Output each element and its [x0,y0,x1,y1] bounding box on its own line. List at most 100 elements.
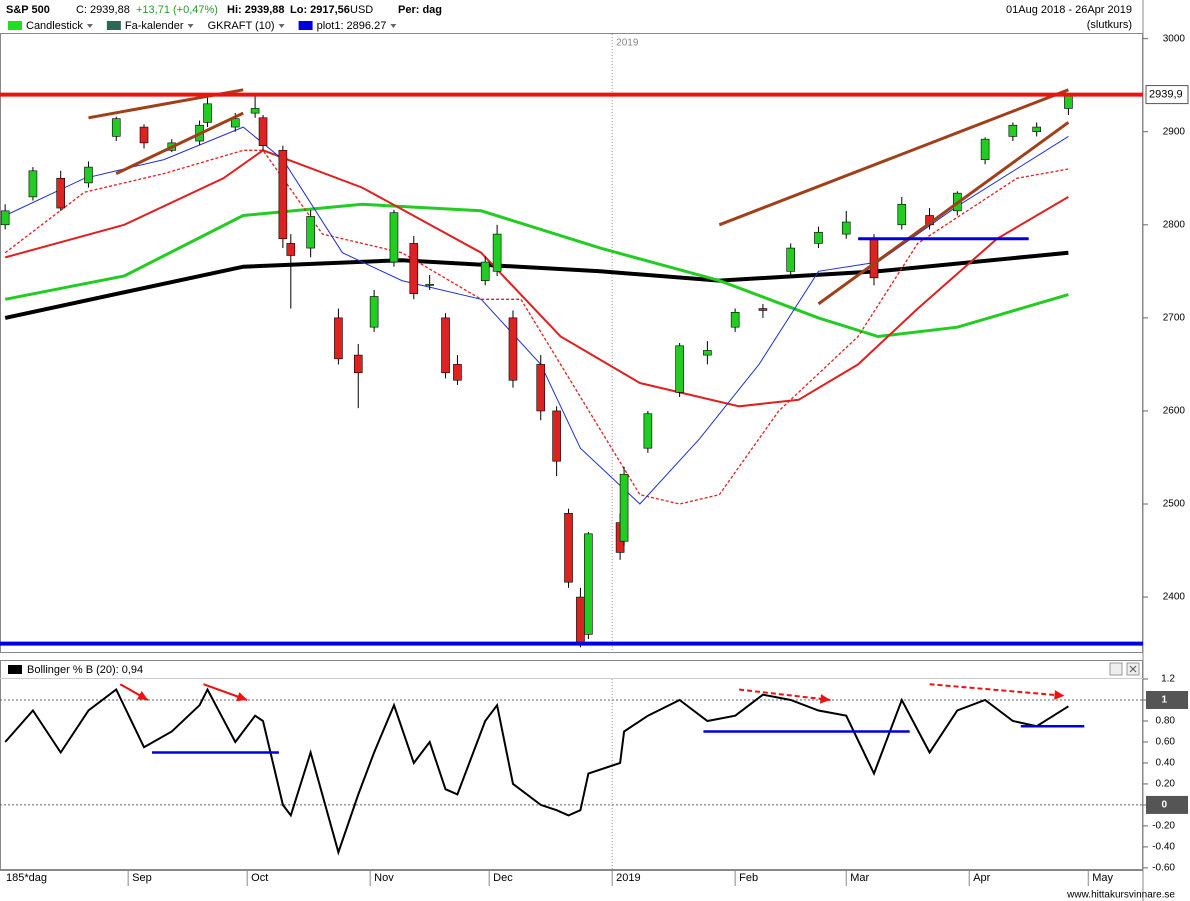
trend-line [817,121,1070,306]
y-tick-label: 0.40 [1156,758,1176,769]
y-tick-label: 2800 [1163,219,1186,230]
y-tick-label: 1 [1161,695,1167,706]
candle-body [564,513,573,583]
candle-body [258,117,268,146]
x-tick-label: Feb [739,872,758,884]
legend-dropdown [86,24,93,28]
y-tick-label: -0.60 [1152,863,1175,874]
candle-body [441,317,450,374]
candle-body [139,126,149,144]
candle-body [353,354,363,374]
y-tick-label: 2600 [1163,406,1186,417]
legend-swatch [298,21,313,30]
trend-line [115,111,244,175]
percent-b-line [4,687,1069,856]
candle-body [0,210,10,226]
arrow-head [236,692,248,702]
candle-body [28,170,38,198]
year-label: 2019 [616,38,639,49]
arrow-head [819,694,831,704]
candle-body [369,296,379,328]
x-tick-label: Oct [251,872,268,884]
date-range: 01Aug 2018 - 26Apr 2019 [1006,4,1132,16]
candle-body [576,596,585,643]
legend-swatch [8,21,22,30]
bar-count: 185*dag [6,872,47,884]
candle-body [536,364,546,412]
candle-body [584,533,593,635]
candle-body [409,243,419,294]
arrow-head [137,690,148,700]
legend-dropdown [390,24,397,28]
y-tick-label: 0.60 [1156,737,1176,748]
x-tick-label: Dec [493,872,513,884]
indicator-panel [0,660,1143,870]
x-tick-label: Nov [374,872,394,884]
candle-body [619,473,629,542]
price-type: (slutkurs) [1087,19,1132,31]
price-box [1145,85,1189,105]
indicator-swatch [8,665,22,674]
indicator-title: Bollinger % B (20): 0,94 [27,664,143,676]
legend-dropdown [278,24,285,28]
change: +13,71 (+0,47%) [136,4,218,16]
candle-body [841,221,851,235]
tick-box [1146,795,1188,814]
legend: Candlestick Fa-kalender GKRAFT (10) plot1: … [8,20,397,32]
y-tick-label: -0.20 [1152,821,1175,832]
legend-label: Candlestick [26,20,83,32]
candle-body [1032,126,1041,133]
y-tick-label: 0.80 [1156,716,1176,727]
candle-body [425,284,434,286]
candle-body [480,261,490,281]
y-tick-label: 0 [1161,800,1167,811]
y-tick-label: 2400 [1163,592,1186,603]
candle-body [306,216,315,249]
moving-average [4,202,1069,339]
candle-body [1064,94,1073,109]
candle-body [675,345,684,393]
tick-box [1146,690,1188,709]
moving-average [4,149,1069,408]
candle-body [111,118,121,137]
candle-body [1008,124,1018,137]
arrow-head [1054,690,1065,700]
high: Hi: 2939,88 [227,4,284,16]
low: Lo: 2917,56 [290,4,350,16]
legend-label: plot1: 2896.27 [317,20,387,32]
y-tick-label: 2700 [1163,313,1186,324]
arrow [738,688,831,701]
symbol: S&P 500 [6,4,50,16]
candle-body [730,311,740,328]
y-tick-label: 2500 [1163,499,1186,510]
candle-body [814,231,823,244]
candle-body [84,166,93,184]
candle-body [508,317,518,381]
legend-swatch [106,21,121,30]
candle-body [980,138,990,160]
candle-body [758,308,768,311]
candle-body [869,238,879,279]
x-tick-label: Mar [850,872,869,884]
x-tick-label: Apr [973,872,990,884]
price-label: 2939,9 [1149,88,1183,100]
x-tick-label: 2019 [616,872,640,884]
candle-body [453,364,462,381]
candle-body [286,243,296,256]
moving-average [4,149,1069,505]
currency: USD [350,4,373,16]
candle-body [278,150,288,240]
candle-body [786,247,795,272]
y-tick-label: 2900 [1163,126,1186,137]
legend-label: Fa-kalender [125,20,184,32]
candle-body [334,317,343,360]
resize-button[interactable] [1109,662,1123,676]
candle-body [203,103,212,123]
close: C: 2939,88 [76,4,130,16]
candle-body [897,204,907,226]
period: Per: dag [398,4,442,16]
legend-dropdown [187,24,194,28]
legend-label: GKRAFT (10) [208,20,275,32]
